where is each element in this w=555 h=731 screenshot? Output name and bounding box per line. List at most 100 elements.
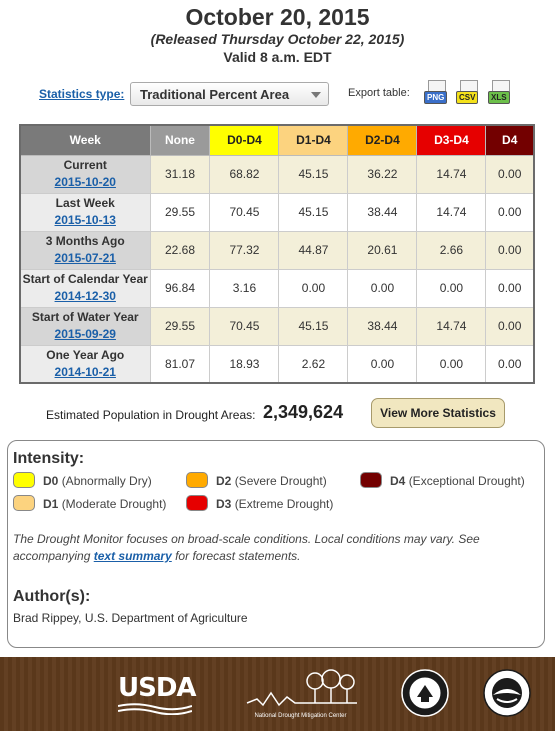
week-label: 3 Months Ago bbox=[45, 234, 125, 248]
page-title: October 20, 2015 bbox=[185, 4, 370, 30]
value-cell: 0.00 bbox=[485, 154, 535, 194]
week-label: Start of Calendar Year bbox=[22, 272, 148, 286]
legend-panel: Intensity: D0 (Abnormally Dry) D1 (Moder… bbox=[7, 440, 545, 648]
week-date-link[interactable]: 2015-07-21 bbox=[54, 251, 116, 265]
d0-code: D0 bbox=[43, 474, 59, 488]
statistics-type-link[interactable]: Statistics type: bbox=[39, 87, 125, 101]
value-cell: 31.18 bbox=[149, 154, 211, 194]
week-date-link[interactable]: 2014-10-21 bbox=[54, 364, 116, 379]
value-cell: 0.00 bbox=[485, 192, 535, 232]
d3-code: D3 bbox=[216, 497, 232, 511]
table-row: Start of Calendar Year 2014-12-30 96.84 3.1… bbox=[19, 268, 535, 308]
week-date-link[interactable]: 2015-10-13 bbox=[54, 213, 116, 227]
week-date-link[interactable]: 2015-10-20 bbox=[54, 175, 116, 189]
usda-logo-icon[interactable]: USDA bbox=[118, 673, 197, 715]
value-cell: 38.44 bbox=[347, 192, 418, 232]
legend-item-d2: D2 (Severe Drought) bbox=[186, 472, 356, 490]
week-cell: Last Week 2015-10-13 bbox=[19, 192, 151, 232]
week-label: Current bbox=[63, 158, 107, 172]
legend-note: The Drought Monitor focuses on broad-sca… bbox=[13, 531, 533, 565]
table-row: One Year Ago 2014-10-21 81.07 18.93 2.62 0.00… bbox=[19, 344, 535, 384]
table-controls: Statistics type: Traditional Percent Are… bbox=[0, 80, 555, 110]
table-header-row: Week None D0-D4 D1-D4 D2-D4 D3-D4 D4 bbox=[19, 124, 535, 156]
export-csv-button[interactable]: CSV bbox=[456, 80, 482, 110]
value-cell: 70.45 bbox=[209, 192, 280, 232]
week-label: One Year Ago bbox=[46, 347, 125, 362]
text-summary-link[interactable]: text summary bbox=[93, 549, 172, 563]
value-cell: 14.74 bbox=[416, 306, 487, 346]
column-header-d0-d4: D0-D4 bbox=[209, 124, 280, 156]
footer-logos: USDA National Drought Mitigation Center bbox=[0, 657, 555, 731]
export-xls-button[interactable]: XLS bbox=[488, 80, 514, 110]
view-more-statistics-button[interactable]: View More Statistics bbox=[371, 398, 505, 428]
value-cell: 38.44 bbox=[347, 306, 418, 346]
value-cell: 0.00 bbox=[485, 230, 535, 270]
legend-item-d3: D3 (Extreme Drought) bbox=[186, 495, 356, 513]
value-cell: 77.32 bbox=[209, 230, 280, 270]
statistics-type-select[interactable]: Traditional Percent Area bbox=[130, 82, 329, 106]
value-cell: 45.15 bbox=[278, 306, 349, 346]
page-header: October 20, 2015 (Released Thursday Octo… bbox=[0, 0, 555, 66]
value-cell: 0.00 bbox=[416, 344, 487, 384]
d2-desc: (Severe Drought) bbox=[234, 474, 327, 488]
legend-item-d1: D1 (Moderate Drought) bbox=[13, 495, 183, 513]
value-cell: 29.55 bbox=[149, 306, 211, 346]
d1-desc: (Moderate Drought) bbox=[61, 497, 167, 511]
d3-swatch bbox=[186, 495, 208, 511]
value-cell: 2.62 bbox=[278, 344, 349, 384]
ndmc-logo-icon[interactable]: National Drought Mitigation Center bbox=[243, 669, 358, 725]
d4-swatch bbox=[360, 472, 382, 488]
value-cell: 45.15 bbox=[278, 154, 349, 194]
week-date-link[interactable]: 2015-09-29 bbox=[54, 327, 116, 341]
value-cell: 22.68 bbox=[149, 230, 211, 270]
value-cell: 45.15 bbox=[278, 192, 349, 232]
value-cell: 0.00 bbox=[485, 306, 535, 346]
d2-swatch bbox=[186, 472, 208, 488]
week-cell: One Year Ago 2014-10-21 bbox=[19, 344, 151, 384]
value-cell: 20.61 bbox=[347, 230, 418, 270]
week-label: Last Week bbox=[55, 196, 115, 210]
value-cell: 18.93 bbox=[209, 344, 280, 384]
d3-desc: (Extreme Drought) bbox=[234, 497, 334, 511]
value-cell: 0.00 bbox=[278, 268, 349, 308]
d1-swatch bbox=[13, 495, 35, 511]
week-date-link[interactable]: 2014-12-30 bbox=[54, 289, 116, 303]
value-cell: 96.84 bbox=[149, 268, 211, 308]
authors-title: Author(s): bbox=[13, 588, 91, 605]
column-header-d1-d4: D1-D4 bbox=[278, 124, 349, 156]
week-label: Start of Water Year bbox=[31, 310, 139, 324]
d2-code: D2 bbox=[216, 474, 232, 488]
export-png-button[interactable]: PNG bbox=[424, 80, 450, 110]
value-cell: 44.87 bbox=[278, 230, 349, 270]
author-name: Brad Rippey, U.S. Department of Agricult… bbox=[13, 611, 248, 625]
d4-code: D4 bbox=[390, 474, 406, 488]
legend-item-d0: D0 (Abnormally Dry) bbox=[13, 472, 183, 490]
d4-desc: (Exceptional Drought) bbox=[408, 474, 525, 488]
week-cell: Current 2015-10-20 bbox=[19, 154, 151, 194]
column-header-d2-d4: D2-D4 bbox=[347, 124, 418, 156]
release-date: (Released Thursday October 22, 2015) bbox=[150, 31, 405, 47]
d1-code: D1 bbox=[43, 497, 59, 511]
value-cell: 0.00 bbox=[347, 268, 418, 308]
value-cell: 3.16 bbox=[209, 268, 280, 308]
intensity-title: Intensity: bbox=[13, 450, 85, 467]
table-row: 3 Months Ago 2015-07-21 22.68 77.32 44.87 20.… bbox=[19, 230, 535, 270]
value-cell: 0.00 bbox=[485, 268, 535, 308]
export-label: Export table: bbox=[348, 87, 410, 99]
noaa-seal-icon[interactable] bbox=[483, 669, 531, 717]
column-header-d3-d4: D3-D4 bbox=[416, 124, 487, 156]
valid-time: Valid 8 a.m. EDT bbox=[223, 49, 332, 65]
population-value: 2,349,624 bbox=[263, 402, 344, 422]
value-cell: 36.22 bbox=[347, 154, 418, 194]
value-cell: 68.82 bbox=[209, 154, 280, 194]
value-cell: 14.74 bbox=[416, 154, 487, 194]
value-cell: 0.00 bbox=[416, 268, 487, 308]
table-row: Start of Water Year 2015-09-29 29.55 70.45 4… bbox=[19, 306, 535, 346]
statistics-type-value: Traditional Percent Area bbox=[140, 87, 290, 102]
ndmc-label: National Drought Mitigation Center bbox=[254, 713, 347, 719]
week-cell: 3 Months Ago 2015-07-21 bbox=[19, 230, 151, 270]
week-cell: Start of Water Year 2015-09-29 bbox=[19, 306, 151, 346]
note-text-before: The Drought Monitor focuses on broad-sca… bbox=[13, 532, 480, 563]
commerce-seal-icon[interactable] bbox=[401, 669, 449, 717]
png-label: PNG bbox=[424, 91, 448, 104]
